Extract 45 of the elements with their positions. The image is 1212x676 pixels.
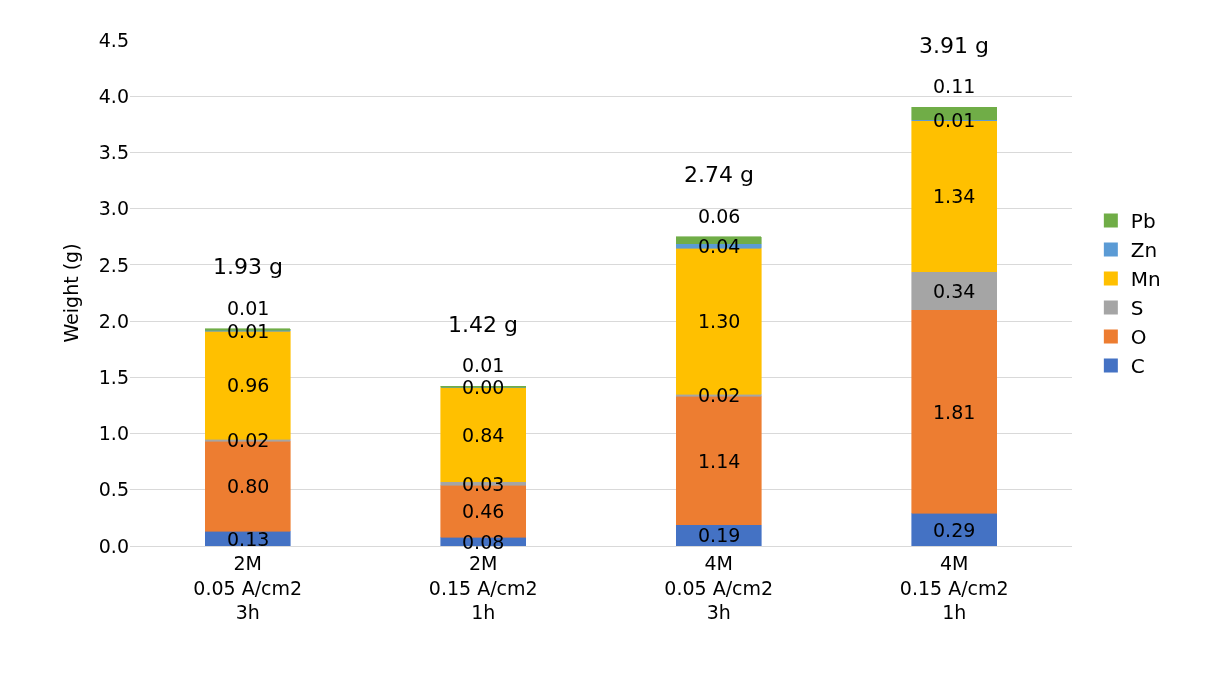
total-label: 2.74 g — [684, 162, 754, 187]
data-label: 0.01 — [462, 354, 505, 376]
data-label: 0.01 — [227, 297, 270, 319]
y-tick-label: 2.5 — [98, 253, 129, 276]
x-tick-label: 2M 0.05 A/cm2 3h — [193, 551, 303, 624]
data-label: 0.34 — [933, 280, 976, 302]
legend-label: S — [1130, 296, 1144, 321]
data-label: 1.34 — [933, 185, 976, 207]
total-label: 3.91 g — [919, 33, 989, 58]
data-label: 0.29 — [933, 519, 976, 541]
legend-label: O — [1130, 325, 1147, 350]
data-label: 1.81 — [933, 401, 976, 423]
y-tick-label: 4.5 — [98, 28, 129, 51]
y-tick-label: 3.0 — [98, 197, 129, 220]
legend-label: C — [1130, 354, 1145, 379]
data-label: 0.11 — [933, 75, 976, 97]
data-label: 1.30 — [698, 310, 741, 332]
legend-label: Mn — [1130, 267, 1161, 292]
x-tick-label: 4M 0.05 A/cm2 3h — [664, 551, 774, 624]
data-label: 0.19 — [698, 524, 741, 546]
data-label: 0.02 — [698, 384, 741, 406]
x-tick-label: 4M 0.15 A/cm2 1h — [899, 551, 1009, 624]
legend-label: Pb — [1130, 209, 1156, 234]
data-label: 0.96 — [227, 374, 270, 396]
data-label: 0.03 — [462, 473, 505, 495]
data-label: 1.14 — [698, 450, 741, 472]
data-label: 0.04 — [698, 235, 741, 257]
y-axis-title: Weight (g) — [59, 243, 82, 343]
y-tick-label: 2.0 — [98, 309, 129, 332]
y-tick-label: 4.0 — [98, 84, 129, 107]
data-label: 0.02 — [227, 429, 270, 451]
y-tick-label: 1.5 — [98, 365, 129, 388]
data-label: 0.80 — [227, 475, 270, 497]
y-tick-label: 3.5 — [98, 141, 129, 164]
y-tick-label: 1.0 — [98, 422, 129, 445]
data-label: 0.46 — [462, 500, 505, 522]
data-label: 0.13 — [227, 528, 270, 550]
data-label: 0.84 — [462, 424, 505, 446]
legend-label: Zn — [1130, 238, 1158, 263]
total-label: 1.42 g — [448, 312, 518, 337]
y-tick-label: 0.0 — [98, 534, 129, 557]
y-tick-label: 0.5 — [98, 478, 129, 501]
data-label: 0.06 — [698, 205, 741, 227]
x-tick-label: 2M 0.15 A/cm2 1h — [428, 551, 538, 624]
total-label: 1.93 g — [213, 254, 283, 279]
